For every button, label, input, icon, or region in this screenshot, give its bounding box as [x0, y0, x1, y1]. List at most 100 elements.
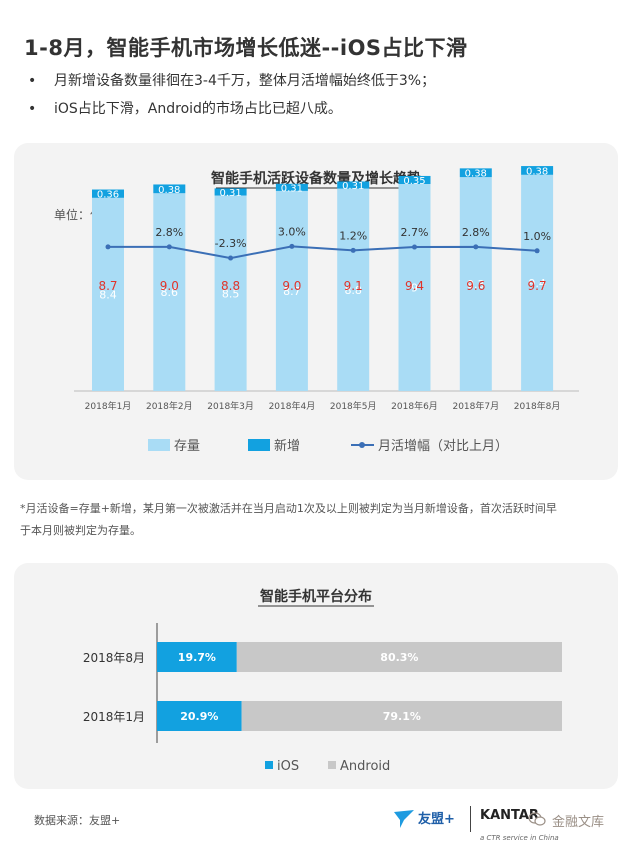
x-tick-label: 2018年4月 [269, 400, 316, 412]
legend-new-label: 新增 [274, 438, 300, 454]
growth-point [473, 244, 479, 250]
total-value-label: 9.0 [282, 279, 301, 293]
legend-new-swatch [248, 439, 270, 451]
active-devices-chart-panel: 智能手机活跃设备数量及增长趋势 单位：亿 8.4 0.36 8.7 2018年1月 8.6 0… [14, 143, 618, 480]
footnote-line: 于本月则被判定为存量。 [20, 524, 141, 537]
new-bar [92, 189, 124, 198]
total-value-label: 9.6 [466, 279, 485, 293]
platform-share-chart: 智能手机平台分布 2018年8月 19.7% 80.3% 2018年1月 20.9% 79.… [83, 588, 562, 774]
stock-bar [459, 177, 492, 391]
bullet-text: iOS占比下滑，Android的市场占比已超八成。 [54, 101, 342, 117]
stock-bar [153, 193, 186, 391]
growth-point [228, 255, 234, 261]
total-value-label: 9.0 [160, 279, 179, 293]
legend-growth-marker [359, 442, 365, 448]
legend-android-swatch [328, 761, 336, 769]
platform-share-chart-panel: 智能手机平台分布 2018年8月 19.7% 80.3% 2018年1月 20.9% 79.… [14, 563, 618, 789]
umeng-brand: 友盟+ [418, 812, 455, 827]
growth-value-label: 2.7% [401, 226, 429, 239]
x-tick-label: 2018年2月 [146, 400, 193, 412]
legend-stock-label: 存量 [174, 439, 200, 454]
ios-bar [157, 701, 242, 731]
total-value-label: 8.8 [221, 279, 240, 293]
legend-android-label: Android [340, 759, 390, 774]
new-value-label: 0.38 [465, 169, 487, 180]
stock-bar [275, 190, 308, 391]
bullet-text: 月新增设备数量徘徊在3-4千万，整体月活增幅始终低于3%； [54, 73, 436, 89]
chart-title: 智能手机平台分布 [259, 588, 372, 605]
stock-value-label: 8.5 [222, 287, 240, 300]
umeng-logo-icon [394, 810, 414, 828]
data-source: 数据来源：友盟+ [34, 814, 121, 827]
ios-value-label: 19.7% [178, 651, 216, 664]
bullet-dot: • [28, 73, 37, 89]
new-bar [521, 166, 554, 175]
stock-bar [521, 174, 554, 391]
stock-value-label: 8.8 [344, 284, 362, 297]
new-bar [275, 183, 308, 191]
total-value-label: 9.7 [528, 279, 547, 293]
stock-bar [337, 188, 370, 391]
total-value-label: 9.4 [405, 279, 424, 293]
growth-point [289, 243, 295, 249]
stock-value-label: 8.4 [99, 288, 117, 301]
category-label: 2018年8月 [83, 651, 145, 665]
new-bar [398, 175, 431, 184]
growth-value-label: -2.3% [215, 237, 247, 250]
growth-point [105, 244, 111, 250]
new-value-label: 0.35 [403, 176, 425, 187]
x-tick-label: 2018年3月 [207, 400, 254, 412]
android-value-label: 79.1% [383, 710, 421, 723]
stock-bar [92, 197, 124, 391]
summary-bullets: • 月新增设备数量徘徊在3-4千万，整体月活增幅始终低于3%； • iOS占比下… [28, 70, 435, 126]
x-tick-label: 2018年8月 [514, 400, 561, 412]
new-bar [153, 184, 186, 194]
bullet-dot: • [28, 101, 37, 117]
stock-value-label: 8.6 [161, 286, 179, 299]
total-value-label: 8.7 [98, 279, 117, 293]
x-tick-label: 2018年6月 [391, 400, 438, 412]
stock-value-label: 9.3 [467, 278, 485, 291]
kantar-subtitle: a CTR service in China [480, 834, 559, 842]
stock-value-label: 9.4 [528, 277, 546, 290]
android-bar [241, 701, 562, 731]
bullet-item: • 月新增设备数量徘徊在3-4千万，整体月活增幅始终低于3%； [28, 70, 435, 98]
brand-divider [470, 806, 471, 832]
new-value-label: 0.38 [526, 166, 548, 177]
new-bar [459, 168, 492, 178]
growth-value-label: 2.8% [155, 226, 183, 239]
footnote-line: *月活设备=存量+新增，某月第一次被激活并在当月启动1次及以上则被判定为当月新增… [20, 502, 557, 515]
kantar-brand: KANTAR [480, 808, 539, 823]
category-label: 2018年1月 [83, 710, 145, 724]
growth-point [534, 248, 540, 254]
bullet-item: • iOS占比下滑，Android的市场占比已超八成。 [28, 98, 435, 126]
new-bar [214, 188, 247, 196]
new-value-label: 0.31 [219, 188, 241, 199]
x-tick-label: 2018年1月 [85, 400, 132, 412]
x-tick-label: 2018年5月 [330, 400, 377, 412]
stock-bar [214, 195, 247, 391]
ios-value-label: 20.9% [180, 710, 218, 723]
growth-point [166, 244, 172, 250]
stock-value-label: 9 [411, 282, 418, 295]
growth-value-label: 1.0% [523, 230, 551, 243]
unit-label: 单位：亿 [54, 207, 102, 222]
growth-value-label: 1.2% [339, 229, 367, 242]
growth-value-label: 2.8% [462, 226, 490, 239]
growth-point [412, 244, 417, 250]
wechat-icon [528, 812, 546, 826]
stock-bar [398, 184, 431, 391]
android-value-label: 80.3% [380, 651, 418, 664]
growth-line [108, 245, 538, 260]
new-value-label: 0.38 [158, 185, 180, 196]
new-bar [337, 181, 370, 189]
total-value-label: 9.1 [344, 279, 363, 293]
growth-value-label: 3.0% [278, 225, 306, 238]
new-value-label: 0.31 [281, 183, 303, 194]
footnote: *月活设备=存量+新增，某月第一次被激活并在当月启动1次及以上则被判定为当月新增… [20, 498, 620, 542]
growth-point [350, 247, 356, 253]
legend-ios-label: iOS [277, 759, 299, 774]
ios-bar [157, 642, 237, 672]
new-value-label: 0.31 [342, 181, 364, 192]
